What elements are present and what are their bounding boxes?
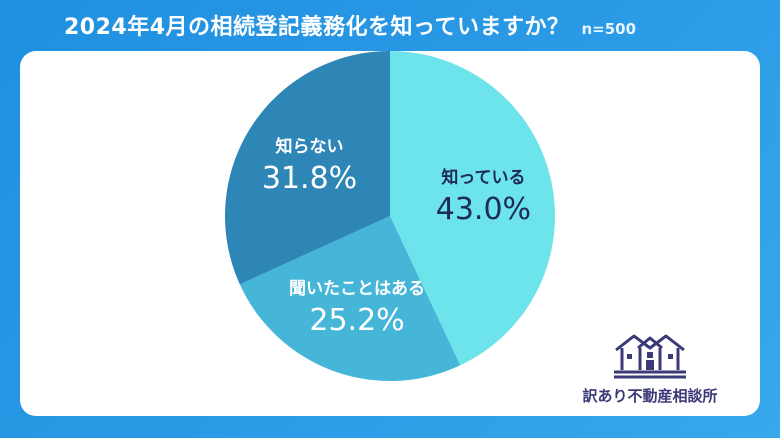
chart-card: 知っている 43.0% 聞いたことはある 25.2% 知らない 31.8% — [20, 51, 760, 416]
pie-chart: 知っている 43.0% 聞いたことはある 25.2% 知らない 31.8% — [225, 51, 555, 381]
slice-label-2: 聞いたことはある — [289, 279, 425, 299]
header: 2024年4月の相続登記義務化を知っていますか？ n=500 — [64, 8, 636, 48]
logo-text: 訳あり不動産相談所 — [582, 387, 718, 405]
slice-label-3: 知らない — [275, 136, 344, 157]
pie-slice-1 — [390, 51, 555, 366]
company-logo: 訳あり不動産相談所 — [570, 326, 730, 406]
pie-slice-2 — [239, 216, 461, 381]
slice-value-1: 43.0% — [436, 192, 531, 227]
slice-value-3: 31.8% — [262, 161, 357, 196]
slice-label-1: 知っている — [440, 167, 525, 188]
pie-slice-3 — [225, 51, 390, 285]
chart-title: 2024年4月の相続登記義務化を知っていますか？ — [64, 15, 570, 40]
house-icon — [614, 334, 686, 379]
slice-value-2: 25.2% — [309, 303, 404, 338]
sample-size: n=500 — [581, 20, 637, 38]
